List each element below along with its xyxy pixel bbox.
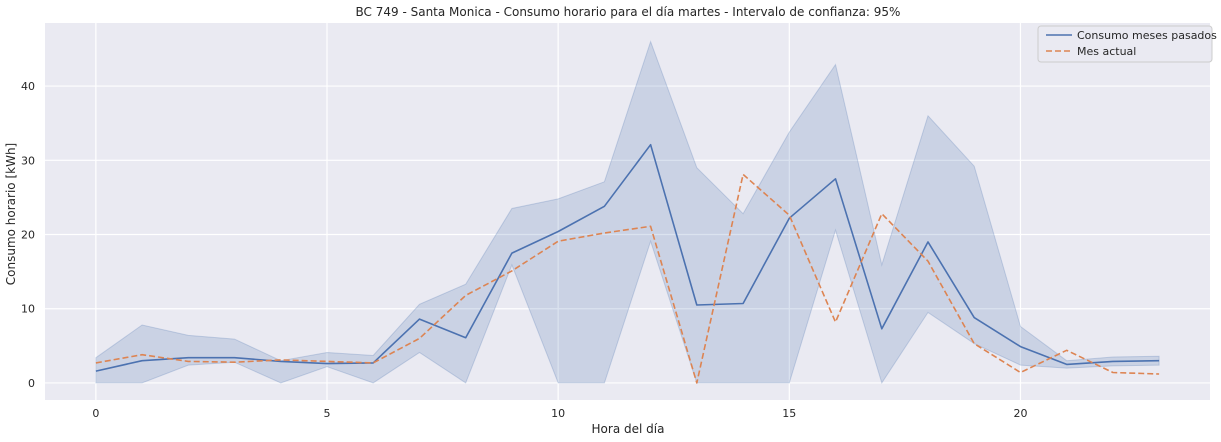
tick-labels: 0 5 10 15 20 0 10 20 30 40 (21, 80, 1027, 420)
x-tick-label: 0 (92, 407, 99, 420)
y-tick-label: 40 (21, 80, 35, 93)
y-tick-label: 0 (28, 377, 35, 390)
series-line-1 (95, 173, 1160, 384)
legend-box (1037, 25, 1213, 63)
x-axis-label: Hora del día (592, 422, 665, 436)
y-tick-label: 20 (21, 229, 35, 242)
x-tick-label: 5 (324, 407, 331, 420)
y-axis-label: Consumo horario [kWh] (4, 143, 18, 285)
legend-label-past: Consumo meses pasados (1077, 29, 1217, 42)
series-lines (95, 143, 1160, 384)
confidence-band-0 (95, 40, 1160, 385)
x-tick-label: 20 (1013, 407, 1027, 420)
y-tick-label: 10 (21, 303, 35, 316)
confidence-bands (95, 40, 1160, 385)
x-tick-label: 10 (551, 407, 565, 420)
series-line-0 (95, 143, 1160, 372)
grid (45, 23, 1210, 400)
legend-label-current: Mes actual (1077, 45, 1136, 58)
x-tick-label: 15 (782, 407, 796, 420)
y-tick-label: 30 (21, 154, 35, 167)
legend: Consumo meses pasados Mes actual (1037, 25, 1217, 63)
chart-title: BC 749 - Santa Monica - Consumo horario … (356, 5, 901, 19)
